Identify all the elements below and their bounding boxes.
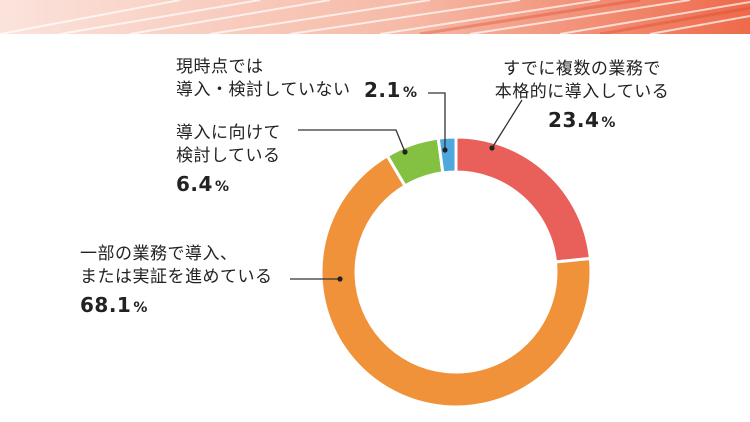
label-not-considering-line1: 現時点では — [176, 57, 264, 77]
slice-full-adoption — [454, 135, 592, 264]
leader-considering — [298, 129, 406, 153]
label-partial-adoption-line1: 一部の業務で導入、 — [80, 244, 238, 264]
leader-full-adoption-dot — [489, 145, 495, 151]
label-partial-adoption-value: 68.1% — [80, 293, 148, 317]
leader-not-considering-dot — [442, 147, 448, 153]
slice-not-considering — [436, 135, 458, 175]
leader-full-adoption — [491, 99, 523, 149]
label-partial-adoption: 一部の業務で導入、 または実証を進めている 68.1% — [80, 243, 273, 317]
leader-not-considering — [428, 92, 446, 150]
label-partial-adoption-line2: または実証を進めている — [80, 267, 273, 287]
label-full-adoption-line1: すでに複数の業務で — [503, 59, 661, 79]
label-full-adoption-line2: 本格的に導入している — [494, 82, 670, 102]
label-full-adoption-value: 23.4% — [548, 108, 616, 132]
label-considering-value: 6.4% — [176, 172, 230, 196]
label-considering: 導入に向けて 検討している 6.4% — [176, 122, 281, 196]
label-considering-line2: 検討している — [176, 146, 281, 166]
header-banner — [0, 0, 750, 34]
leader-partial-adoption-dot — [337, 276, 343, 282]
label-full-adoption: すでに複数の業務で 本格的に導入している 23.4% — [462, 58, 702, 132]
label-considering-line1: 導入に向けて — [176, 123, 281, 143]
label-not-considering-value: 2.1% — [364, 78, 418, 102]
leader-considering-dot — [402, 149, 408, 155]
slice-partial-adoption — [319, 153, 593, 409]
label-not-considering: 現時点では 導入・検討していない — [176, 56, 351, 102]
label-not-considering-line2: 導入・検討していない — [176, 80, 351, 100]
